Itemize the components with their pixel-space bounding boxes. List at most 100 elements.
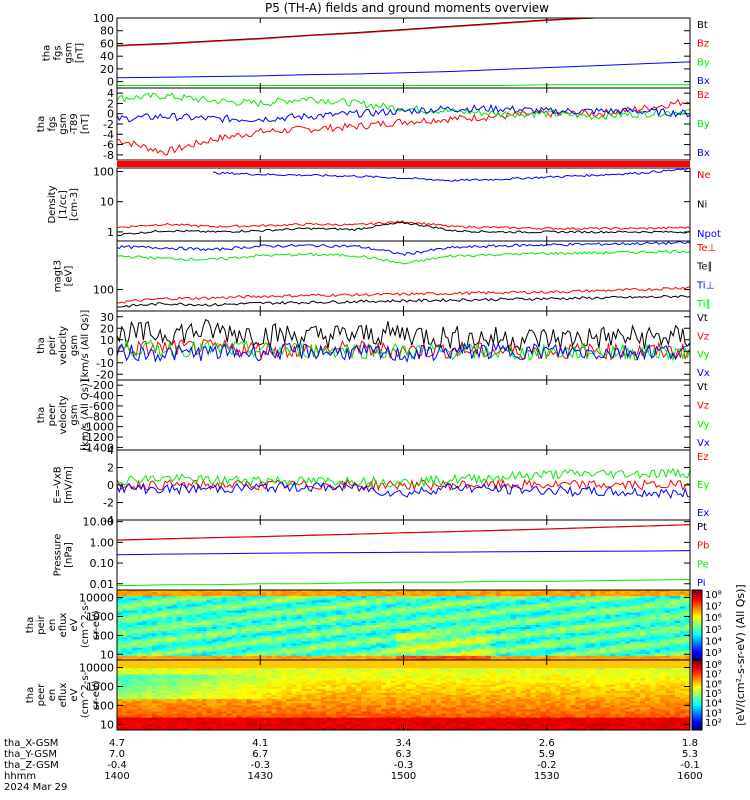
- spectrogram-cell: [545, 596, 551, 599]
- spectrogram-cell: [545, 600, 551, 603]
- spectrogram-cell: [351, 653, 357, 657]
- spectrogram-cell: [161, 614, 168, 618]
- spectrogram-cell: [396, 641, 402, 644]
- spectrogram-cell: [166, 676, 173, 679]
- spectrogram-cell: [510, 629, 517, 632]
- spectrogram-cell: [146, 717, 153, 721]
- spectrogram-cell: [176, 590, 183, 593]
- spectrogram-cell: [216, 643, 223, 646]
- spectrogram-cell: [680, 614, 686, 618]
- spectrogram-cell: [276, 635, 282, 638]
- spectrogram-cell: [391, 655, 397, 659]
- spectrogram-cell: [196, 649, 203, 653]
- spectrogram-cell: [565, 639, 571, 642]
- spectrogram-cell: [565, 633, 571, 636]
- spectrogram-cell: [570, 625, 576, 628]
- spectrogram-cell: [420, 596, 427, 599]
- spectrogram-cell: [136, 641, 143, 644]
- spectrogram-cell: [211, 723, 218, 727]
- spectrogram-cell: [590, 629, 596, 632]
- spectrogram-cell: [186, 713, 193, 716]
- spectrogram-cell: [176, 690, 183, 694]
- spectrogram-cell: [191, 618, 198, 622]
- spectrogram-cell: [266, 608, 272, 611]
- spectrogram-cell: [435, 600, 442, 603]
- spectrogram-cell: [610, 600, 616, 603]
- spectrogram-cell: [196, 668, 203, 671]
- spectrogram-cell: [545, 618, 551, 622]
- spectrogram-cell: [685, 635, 691, 638]
- spectrogram-cell: [136, 701, 143, 704]
- spectrogram-cell: [176, 711, 183, 714]
- spectrogram-cell: [675, 635, 681, 638]
- spectrogram-cell: [570, 637, 576, 640]
- spectrogram-cell: [680, 612, 686, 616]
- spectrogram-cell: [535, 616, 541, 620]
- spectrogram-cell: [660, 647, 666, 651]
- spectrogram-cell: [181, 721, 188, 725]
- spectrogram-cell: [171, 721, 178, 725]
- spectrogram-cell: [520, 635, 526, 638]
- spectrogram-cell: [311, 631, 317, 634]
- spectrogram-cell: [640, 625, 646, 628]
- spectrogram-cell: [475, 600, 482, 603]
- spectrogram-cell: [176, 657, 183, 661]
- spectrogram-cell: [381, 596, 387, 599]
- spectrogram-cell: [117, 598, 123, 601]
- spectrogram-cell: [281, 622, 287, 626]
- spectrogram-cell: [405, 655, 412, 659]
- spectrogram-cell: [485, 657, 492, 661]
- spectrogram-cell: [680, 633, 686, 636]
- spectrogram-cell: [196, 709, 203, 712]
- spectrogram-cell: [660, 627, 666, 630]
- spectrogram-cell: [131, 590, 138, 593]
- spectrogram-cell: [356, 651, 362, 655]
- y-tick-label: 30: [100, 311, 114, 324]
- spectrogram-cell: [450, 598, 457, 601]
- spectrogram-cell: [286, 608, 292, 611]
- spectrogram-cell: [455, 635, 462, 638]
- spectrogram-cell: [485, 600, 492, 603]
- spectrogram-cell: [171, 664, 178, 667]
- spectrogram-cell: [171, 713, 178, 716]
- colorbar-segment: [692, 609, 702, 612]
- spectrogram-cell: [465, 637, 472, 640]
- spectrogram-cell: [251, 596, 257, 599]
- spectrogram-cell: [410, 645, 417, 649]
- spectrogram-cell: [141, 620, 148, 624]
- spectrogram-cell: [161, 645, 168, 649]
- spectrogram-cell: [630, 590, 636, 593]
- y-axis-label: sr-eV): [91, 610, 102, 639]
- spectrogram-cell: [166, 715, 173, 719]
- spectrogram-cell: [331, 639, 337, 642]
- spectrogram-cell: [271, 639, 277, 642]
- spectrogram-cell: [625, 639, 631, 642]
- spectrogram-cell: [231, 639, 237, 642]
- spectrogram-cell: [181, 719, 188, 723]
- spectrogram-cell: [191, 711, 198, 714]
- spectrogram-cell: [146, 631, 153, 634]
- spectrogram-cell: [201, 703, 208, 706]
- spectrogram-cell: [445, 602, 452, 605]
- spectrogram-cell: [236, 622, 242, 626]
- spectrogram-cell: [460, 596, 467, 599]
- spectrogram-cell: [376, 635, 382, 638]
- spectrogram-cell: [620, 598, 626, 601]
- spectrogram-cell: [196, 678, 203, 681]
- spectrogram-cell: [570, 592, 576, 595]
- spectrogram-cell: [515, 602, 521, 605]
- spectrogram-cell: [640, 647, 646, 651]
- y-axis-label: gsm: [58, 113, 69, 134]
- spectrogram-cell: [276, 590, 282, 593]
- spectrogram-cell: [550, 590, 556, 593]
- spectrogram-cell: [211, 604, 218, 607]
- spectrogram-cell: [605, 647, 611, 651]
- spectrogram-cell: [580, 641, 586, 644]
- spectrogram-cell: [440, 598, 447, 601]
- spectrogram-cell: [166, 616, 173, 620]
- spectrogram-cell: [331, 612, 337, 616]
- spectrogram-cell: [650, 590, 656, 593]
- spectrogram-cell: [525, 594, 531, 597]
- spectrogram-cell: [570, 645, 576, 649]
